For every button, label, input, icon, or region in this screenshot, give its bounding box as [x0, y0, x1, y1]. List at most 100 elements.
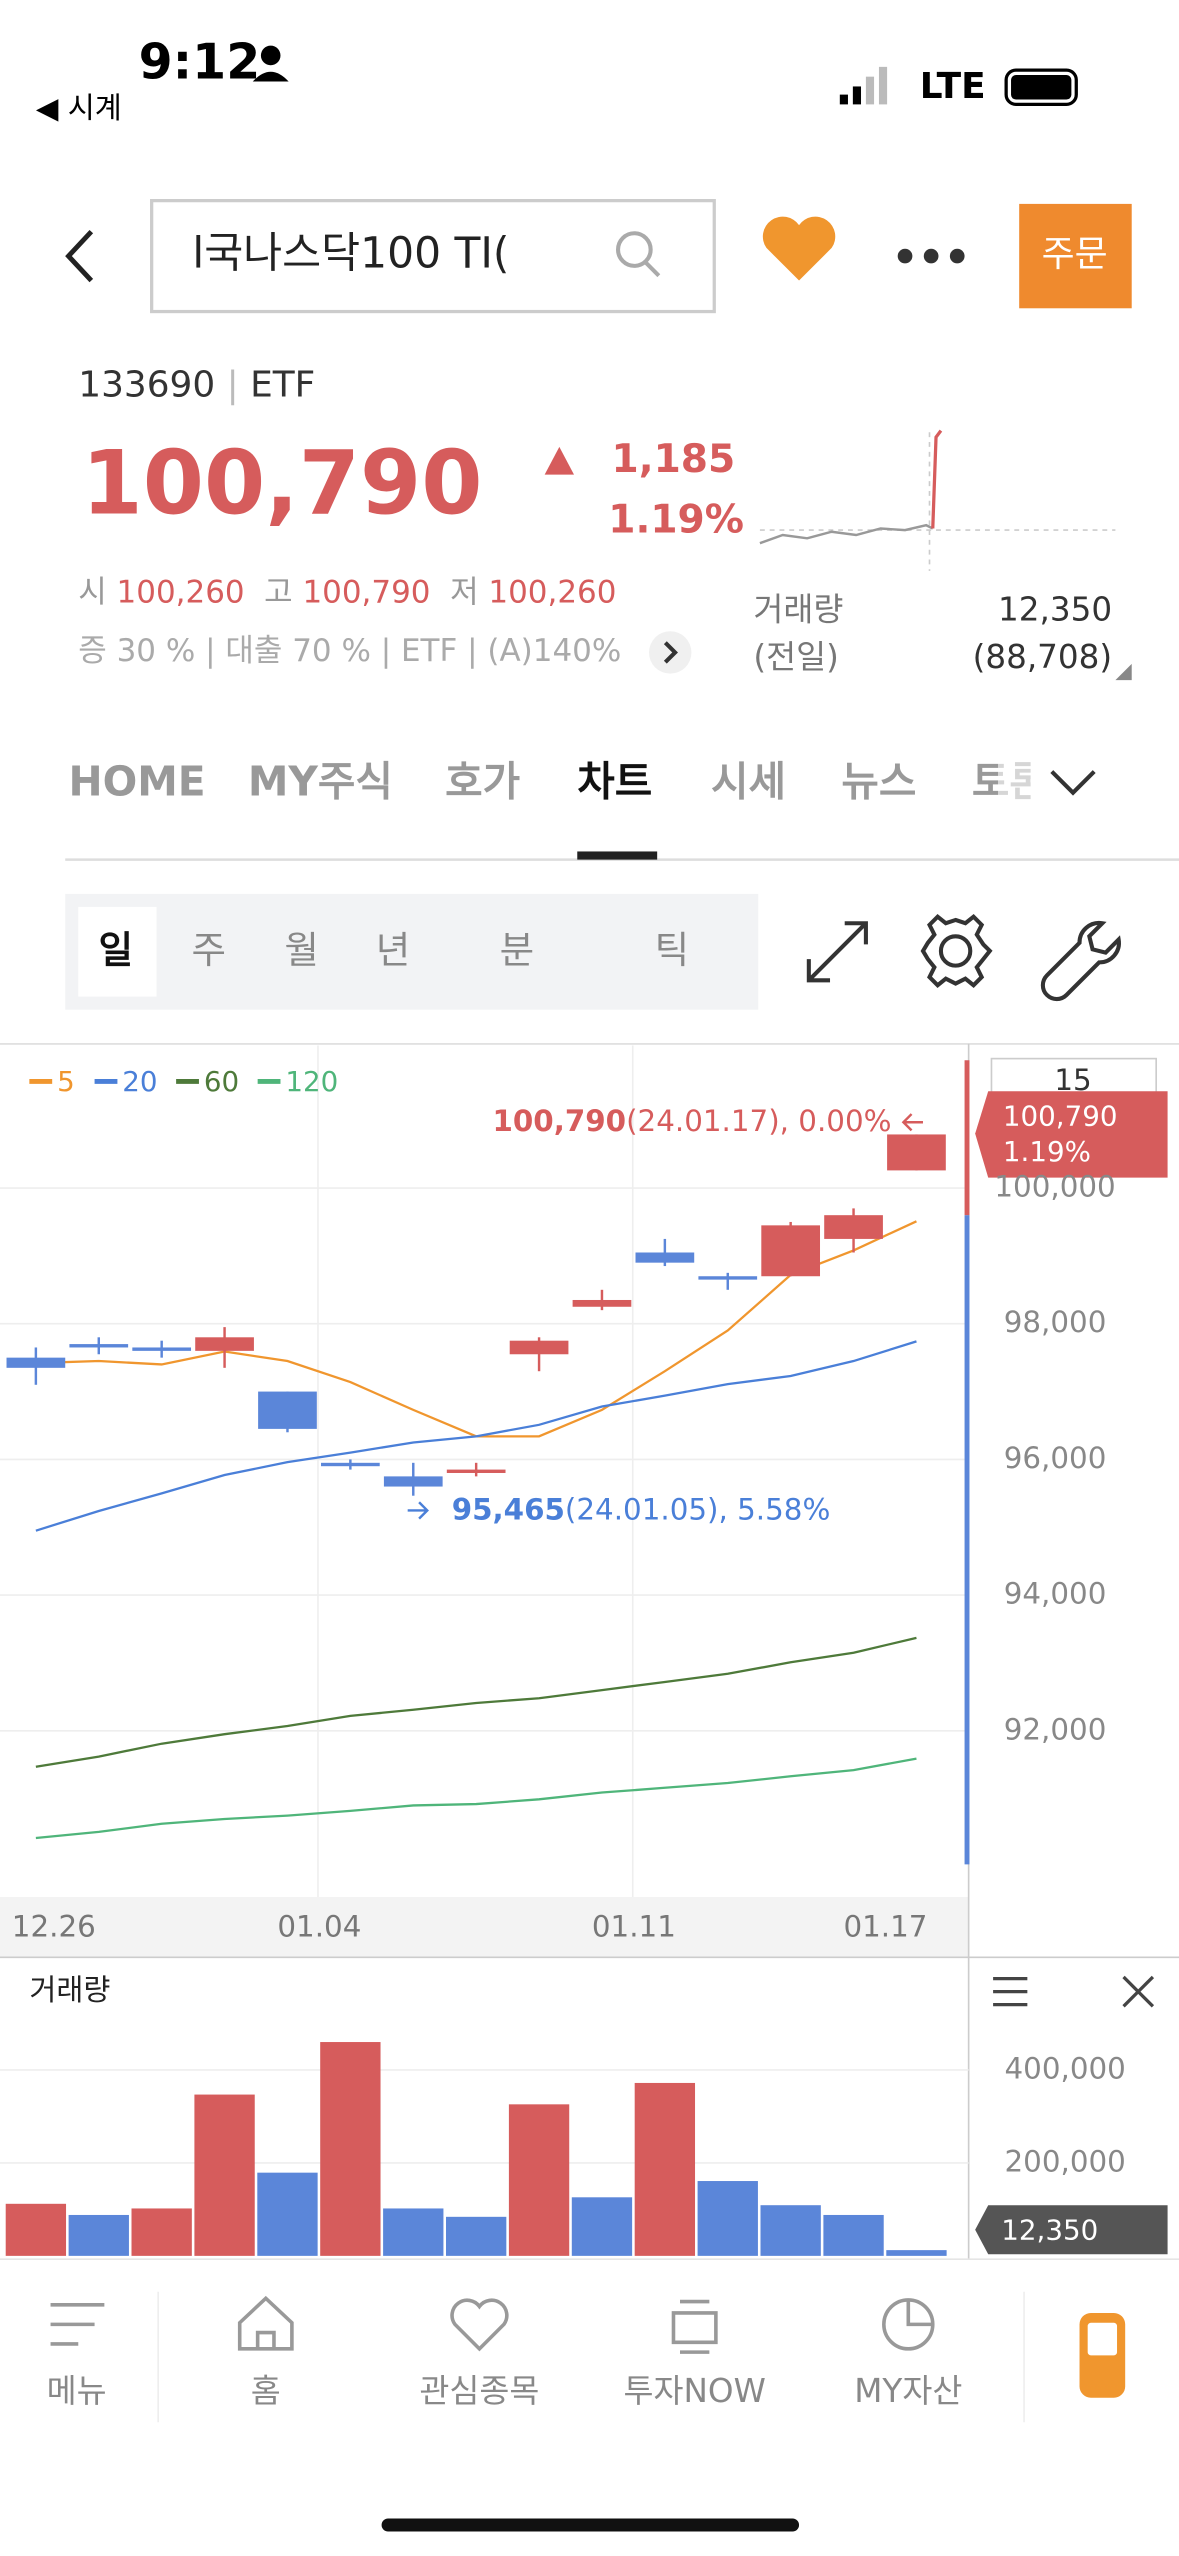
price: 100,790: [82, 431, 483, 534]
candle-body: [635, 1252, 695, 1263]
volume-bar: [131, 2208, 192, 2256]
tab-expand[interactable]: [1050, 770, 1096, 796]
change: 1,185: [612, 437, 736, 482]
code: 133690: [78, 365, 215, 406]
max-annotation: 100,790(24.01.17), 0.00%: [492, 1104, 891, 1138]
now-icon[interactable]: [671, 2299, 718, 2354]
candle-body: [824, 1215, 883, 1239]
y-tick-label: 98,000: [1004, 1305, 1107, 1339]
watch-icon[interactable]: [450, 2298, 509, 2352]
back-app[interactable]: ◀ 시계: [36, 91, 122, 125]
period[interactable]: 주: [191, 928, 225, 972]
tabs: HOMEMY주식호가차트시세뉴스토론: [68, 758, 1030, 806]
candle-body: [258, 1391, 317, 1429]
search-fade: [574, 205, 711, 307]
ma-line: [35, 1636, 917, 1768]
nav-icons: [50, 2295, 935, 2354]
tab[interactable]: 차트: [577, 758, 652, 806]
back-button[interactable]: [65, 229, 94, 283]
toolbar-icons: [806, 913, 1121, 1002]
candle-body: [761, 1225, 821, 1277]
period[interactable]: 틱: [655, 928, 689, 972]
volume-plot: [0, 2042, 969, 2256]
y-tick-label: 200,000: [1005, 2144, 1126, 2178]
user-icon: [252, 71, 289, 82]
home-icon[interactable]: [237, 2295, 294, 2351]
favorite[interactable]: [762, 216, 836, 281]
candle-body: [572, 1299, 632, 1307]
volume-bar: [886, 2250, 947, 2256]
period[interactable]: 년: [376, 928, 410, 972]
more[interactable]: [897, 248, 965, 264]
tool-icon[interactable]: [1040, 920, 1121, 1002]
period-active: [78, 906, 157, 997]
volume-bar: [194, 2094, 255, 2256]
search-icon[interactable]: [615, 231, 653, 268]
tab[interactable]: 시세: [711, 758, 786, 806]
volume-close[interactable]: [1122, 1975, 1155, 2008]
high-label: 고: [264, 574, 292, 610]
tab[interactable]: MY주식: [248, 758, 393, 806]
volume-bar: [697, 2181, 758, 2256]
sparkline-today: [931, 429, 943, 529]
x-tick-label: 01.17: [843, 1910, 927, 1944]
period[interactable]: 일: [99, 928, 133, 972]
low-label: 저: [450, 574, 478, 610]
volume-menu[interactable]: [993, 1976, 1028, 2007]
tab[interactable]: 뉴스: [841, 758, 916, 806]
candle-body: [698, 1276, 758, 1280]
home-indicator: [381, 2518, 800, 2532]
prev-label: (전일): [753, 638, 838, 676]
sparkline: [759, 523, 934, 545]
price-plot: [0, 1045, 969, 1898]
nav-label[interactable]: 관심종목: [419, 2372, 539, 2410]
low: 100,260: [488, 574, 616, 610]
max-value: 100,790: [492, 1104, 626, 1138]
nav-label[interactable]: MY자산: [854, 2372, 962, 2410]
expand-icon[interactable]: [806, 921, 868, 983]
network: LTE: [920, 66, 986, 107]
open-label: 시: [78, 574, 106, 610]
legend: 5 20 60 120: [29, 1065, 338, 1098]
volume-bar: [257, 2172, 318, 2256]
volume-title: 거래량: [29, 1973, 110, 2007]
settings-icon[interactable]: [938, 934, 973, 968]
volume-bar: [445, 2216, 507, 2256]
nav-label[interactable]: 투자NOW: [624, 2372, 766, 2410]
volume-bar: [634, 2082, 696, 2256]
search-icon: [644, 261, 661, 278]
max-arrow: [901, 1113, 923, 1132]
volume-bar: [68, 2214, 129, 2256]
up-arrow: [544, 446, 575, 475]
period[interactable]: 분: [500, 928, 534, 972]
max-detail: (24.01.17), 0.00%: [626, 1104, 891, 1138]
period[interactable]: 월: [284, 928, 318, 972]
order-button[interactable]: [1019, 203, 1132, 309]
volume-bar: [760, 2205, 821, 2256]
volume-bar: [320, 2042, 381, 2256]
candle-body: [446, 1469, 506, 1473]
nav-label[interactable]: 메뉴: [47, 2372, 107, 2410]
legend-label: 60: [204, 1065, 239, 1098]
y-tick-label: 92,000: [1004, 1712, 1107, 1746]
tab[interactable]: 호가: [445, 758, 520, 806]
volume-bar: [508, 2104, 570, 2256]
nav-label[interactable]: 홈: [251, 2372, 281, 2410]
x-tick-label: 01.11: [592, 1910, 676, 1944]
menu-icon[interactable]: [50, 2303, 105, 2346]
price-tag-pct: 1.19%: [1003, 1135, 1091, 1168]
ohl: 시 100,260 고 100,790 저 100,260: [78, 574, 616, 610]
min-annotation: 95,465(24.01.05), 5.58%: [452, 1492, 831, 1526]
y-tick-label: 96,000: [1004, 1441, 1107, 1475]
price-tag: [975, 1091, 1168, 1178]
volume-bar: [383, 2208, 444, 2256]
volume-label: 거래량: [753, 591, 843, 629]
order-label: 주문: [1042, 234, 1108, 275]
more-info[interactable]: [649, 631, 692, 674]
tab[interactable]: HOME: [68, 758, 205, 806]
min-detail: (24.01.05), 5.58%: [565, 1492, 830, 1526]
candle-body: [509, 1340, 569, 1355]
tab-fade: [997, 742, 1034, 824]
margin-info: 증 30 % | 대출 70 % | ETF | (A)140%: [78, 633, 621, 669]
